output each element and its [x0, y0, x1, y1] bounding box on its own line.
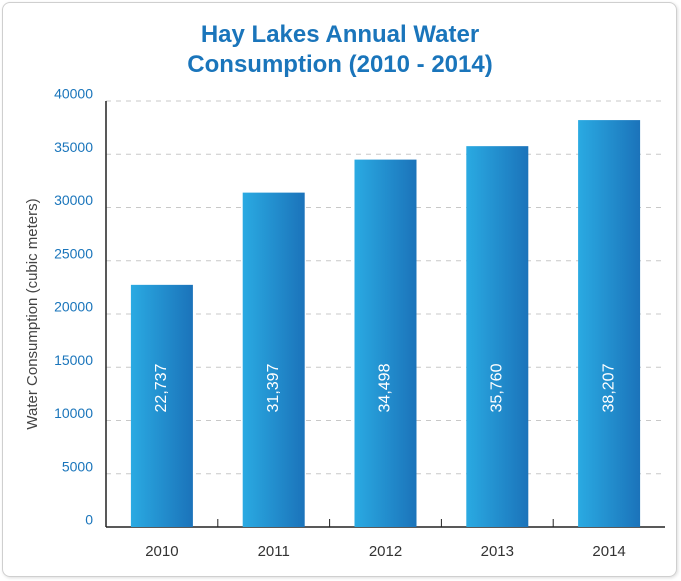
x-tick-label: 2014 [592, 543, 625, 560]
y-tick-label: 5000 [62, 458, 93, 474]
bar [242, 192, 305, 527]
y-tick-label: 15000 [54, 352, 93, 368]
x-tick-label: 2010 [145, 543, 178, 560]
y-tick-label: 10000 [54, 405, 93, 421]
bar [130, 284, 193, 527]
x-tick-label: 2012 [369, 543, 402, 560]
y-tick-label: 40000 [54, 86, 93, 102]
value-label: 35,760 [489, 363, 506, 412]
value-label: 34,498 [377, 363, 394, 412]
value-label: 38,207 [600, 363, 617, 412]
y-tick-label: 20000 [54, 299, 93, 315]
bar [466, 146, 529, 527]
bar [578, 120, 641, 527]
y-tick-label: 35000 [54, 139, 93, 155]
bar [354, 159, 417, 527]
y-tick-label: 30000 [54, 192, 93, 208]
y-axis-label: Water Consumption (cubic meters) [24, 198, 41, 429]
value-label: 31,397 [265, 363, 282, 412]
value-label: 22,737 [153, 363, 170, 412]
x-tick-label: 2011 [258, 543, 290, 560]
y-tick-label: 0 [85, 512, 93, 528]
x-tick-label: 2013 [481, 543, 514, 560]
y-tick-label: 25000 [54, 245, 93, 261]
chart-title: Hay Lakes Annual Water Consumption (2010… [187, 21, 493, 78]
